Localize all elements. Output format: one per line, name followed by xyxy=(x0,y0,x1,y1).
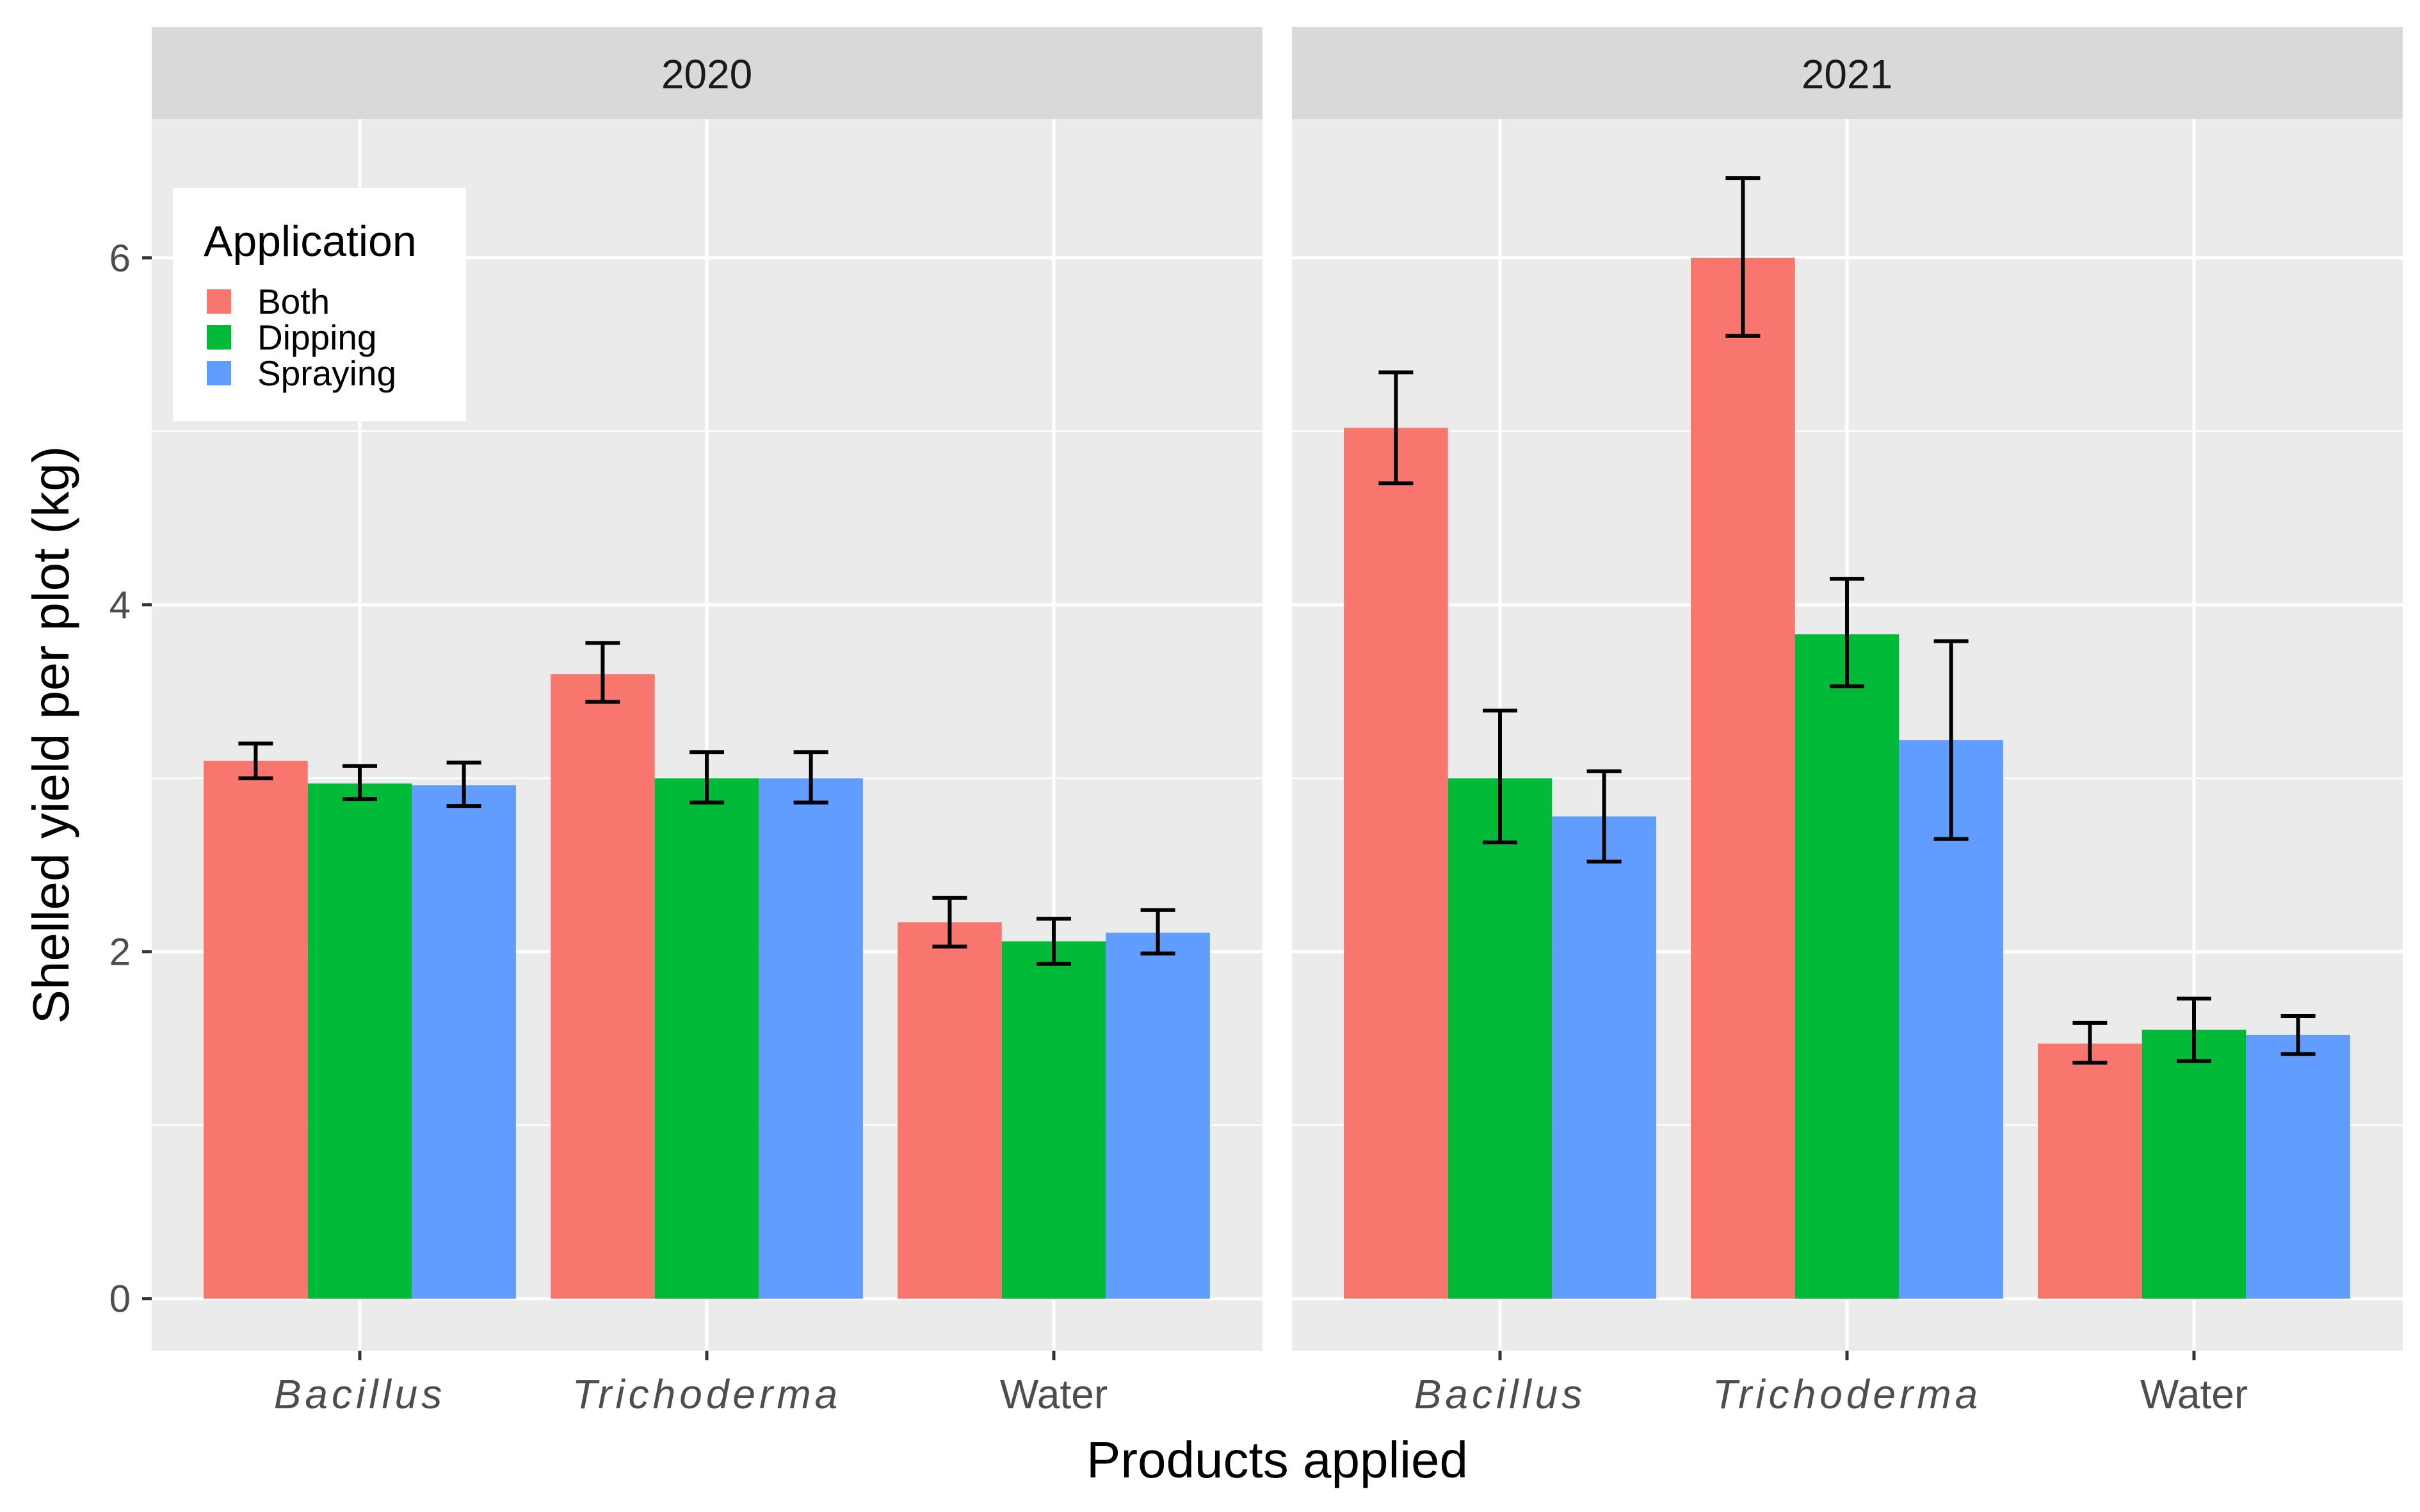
errorbar-2021-trichoderma-spraying xyxy=(1933,639,1969,841)
strip-label-2020: 2020 xyxy=(661,51,752,97)
x-tick-label-2020-bacillus: Bacillus xyxy=(274,1371,446,1417)
panel-2021-strip: 2021 xyxy=(1292,27,2403,119)
bar-2020-trichoderma-dipping xyxy=(654,778,759,1299)
errorbar-2020-water-both xyxy=(932,896,967,949)
errorbar-2021-trichoderma-dipping xyxy=(1830,577,1864,689)
legend-key-dipping xyxy=(207,325,231,350)
bar-2020-bacillus-dipping xyxy=(307,783,412,1299)
panel-2021-bars xyxy=(1344,257,2350,1299)
bar-2020-trichoderma-spraying xyxy=(759,778,863,1299)
legend-key-spraying xyxy=(207,361,231,385)
x-tick-label-2021-bacillus: Bacillus xyxy=(1414,1371,1586,1417)
errorbar-2020-trichoderma-dipping xyxy=(690,750,724,805)
legend-label-spraying: Spraying xyxy=(257,353,396,393)
errorbar-2020-water-dipping xyxy=(1037,917,1071,966)
bar-2021-water-dipping xyxy=(2142,1029,2247,1299)
bar-2020-bacillus-both xyxy=(204,760,308,1299)
bar-2020-water-both xyxy=(898,922,1002,1299)
bar-2021-trichoderma-dipping xyxy=(1795,634,1900,1299)
bar-2021-bacillus-both xyxy=(1344,428,1448,1299)
legend: Application Both Dipping Spraying xyxy=(173,188,466,421)
x-tick-label-2021-trichoderma: Trichoderma xyxy=(1713,1371,1981,1417)
panel-2021: 2021 xyxy=(1292,27,2403,1351)
x-axis-title: Products applied xyxy=(1086,1431,1468,1488)
y-axis: 0 2 4 6 xyxy=(109,237,152,1321)
bar-2021-water-spraying xyxy=(2246,1034,2350,1299)
errorbar-2020-bacillus-both xyxy=(238,741,273,780)
errorbar-2021-bacillus-spraying xyxy=(1586,769,1622,864)
legend-key-both xyxy=(207,289,231,314)
strip-2021-background xyxy=(1292,27,2403,119)
y-tick-label-0: 0 xyxy=(109,1278,131,1321)
x-tick-labels: Bacillus Trichoderma Water Bacillus Tric… xyxy=(274,1371,2248,1417)
errorbar-2020-trichoderma-spraying xyxy=(793,750,828,805)
x-tick-label-2020-water: Water xyxy=(1000,1371,1108,1417)
x-axis xyxy=(358,1351,2196,1360)
panel-2021-errorbars xyxy=(1378,176,2316,1065)
bar-2021-water-both xyxy=(2038,1043,2142,1299)
panel-2020-bars xyxy=(204,674,1210,1299)
errorbar-2020-trichoderma-both xyxy=(585,641,620,704)
strip-label-2021: 2021 xyxy=(1802,51,1892,97)
errorbar-2021-bacillus-dipping xyxy=(1483,709,1517,845)
y-tick-label-2: 2 xyxy=(109,931,131,974)
panel-2020-strip: 2020 xyxy=(152,27,1262,119)
legend-label-dipping: Dipping xyxy=(257,318,377,357)
y-axis-title: Shelled yield per plot (kg) xyxy=(22,446,79,1024)
strip-2020-background xyxy=(152,27,1262,119)
y-tick-label-4: 4 xyxy=(109,584,131,627)
bar-2020-water-dipping xyxy=(1001,941,1106,1299)
bar-2020-water-spraying xyxy=(1106,932,1210,1299)
bar-2021-bacillus-spraying xyxy=(1552,816,1656,1299)
errorbar-2021-water-both xyxy=(2072,1020,2108,1065)
bar-2020-bacillus-spraying xyxy=(412,785,516,1299)
panel-2020-errorbars xyxy=(238,641,1175,966)
errorbar-2021-trichoderma-both xyxy=(1725,176,1761,338)
errorbar-2021-bacillus-both xyxy=(1378,370,1414,486)
x-tick-label-2020-trichoderma: Trichoderma xyxy=(572,1371,841,1417)
x-tick-label-2021-water: Water xyxy=(2140,1371,2248,1417)
bar-2021-trichoderma-both xyxy=(1691,257,1795,1299)
errorbar-2021-water-dipping xyxy=(2177,996,2211,1063)
errorbar-2020-bacillus-dipping xyxy=(343,764,377,801)
legend-title: Application xyxy=(204,217,417,266)
legend-label-both: Both xyxy=(257,282,330,321)
errorbar-2020-bacillus-spraying xyxy=(446,760,481,808)
bar-2020-trichoderma-both xyxy=(551,674,655,1299)
errorbar-2020-water-spraying xyxy=(1140,908,1175,956)
bar-2021-bacillus-dipping xyxy=(1448,778,1553,1299)
panel-2020: 2020 xyxy=(152,27,1262,1351)
errorbar-2021-water-spraying xyxy=(2280,1014,2316,1056)
y-tick-label-6: 6 xyxy=(109,237,131,280)
